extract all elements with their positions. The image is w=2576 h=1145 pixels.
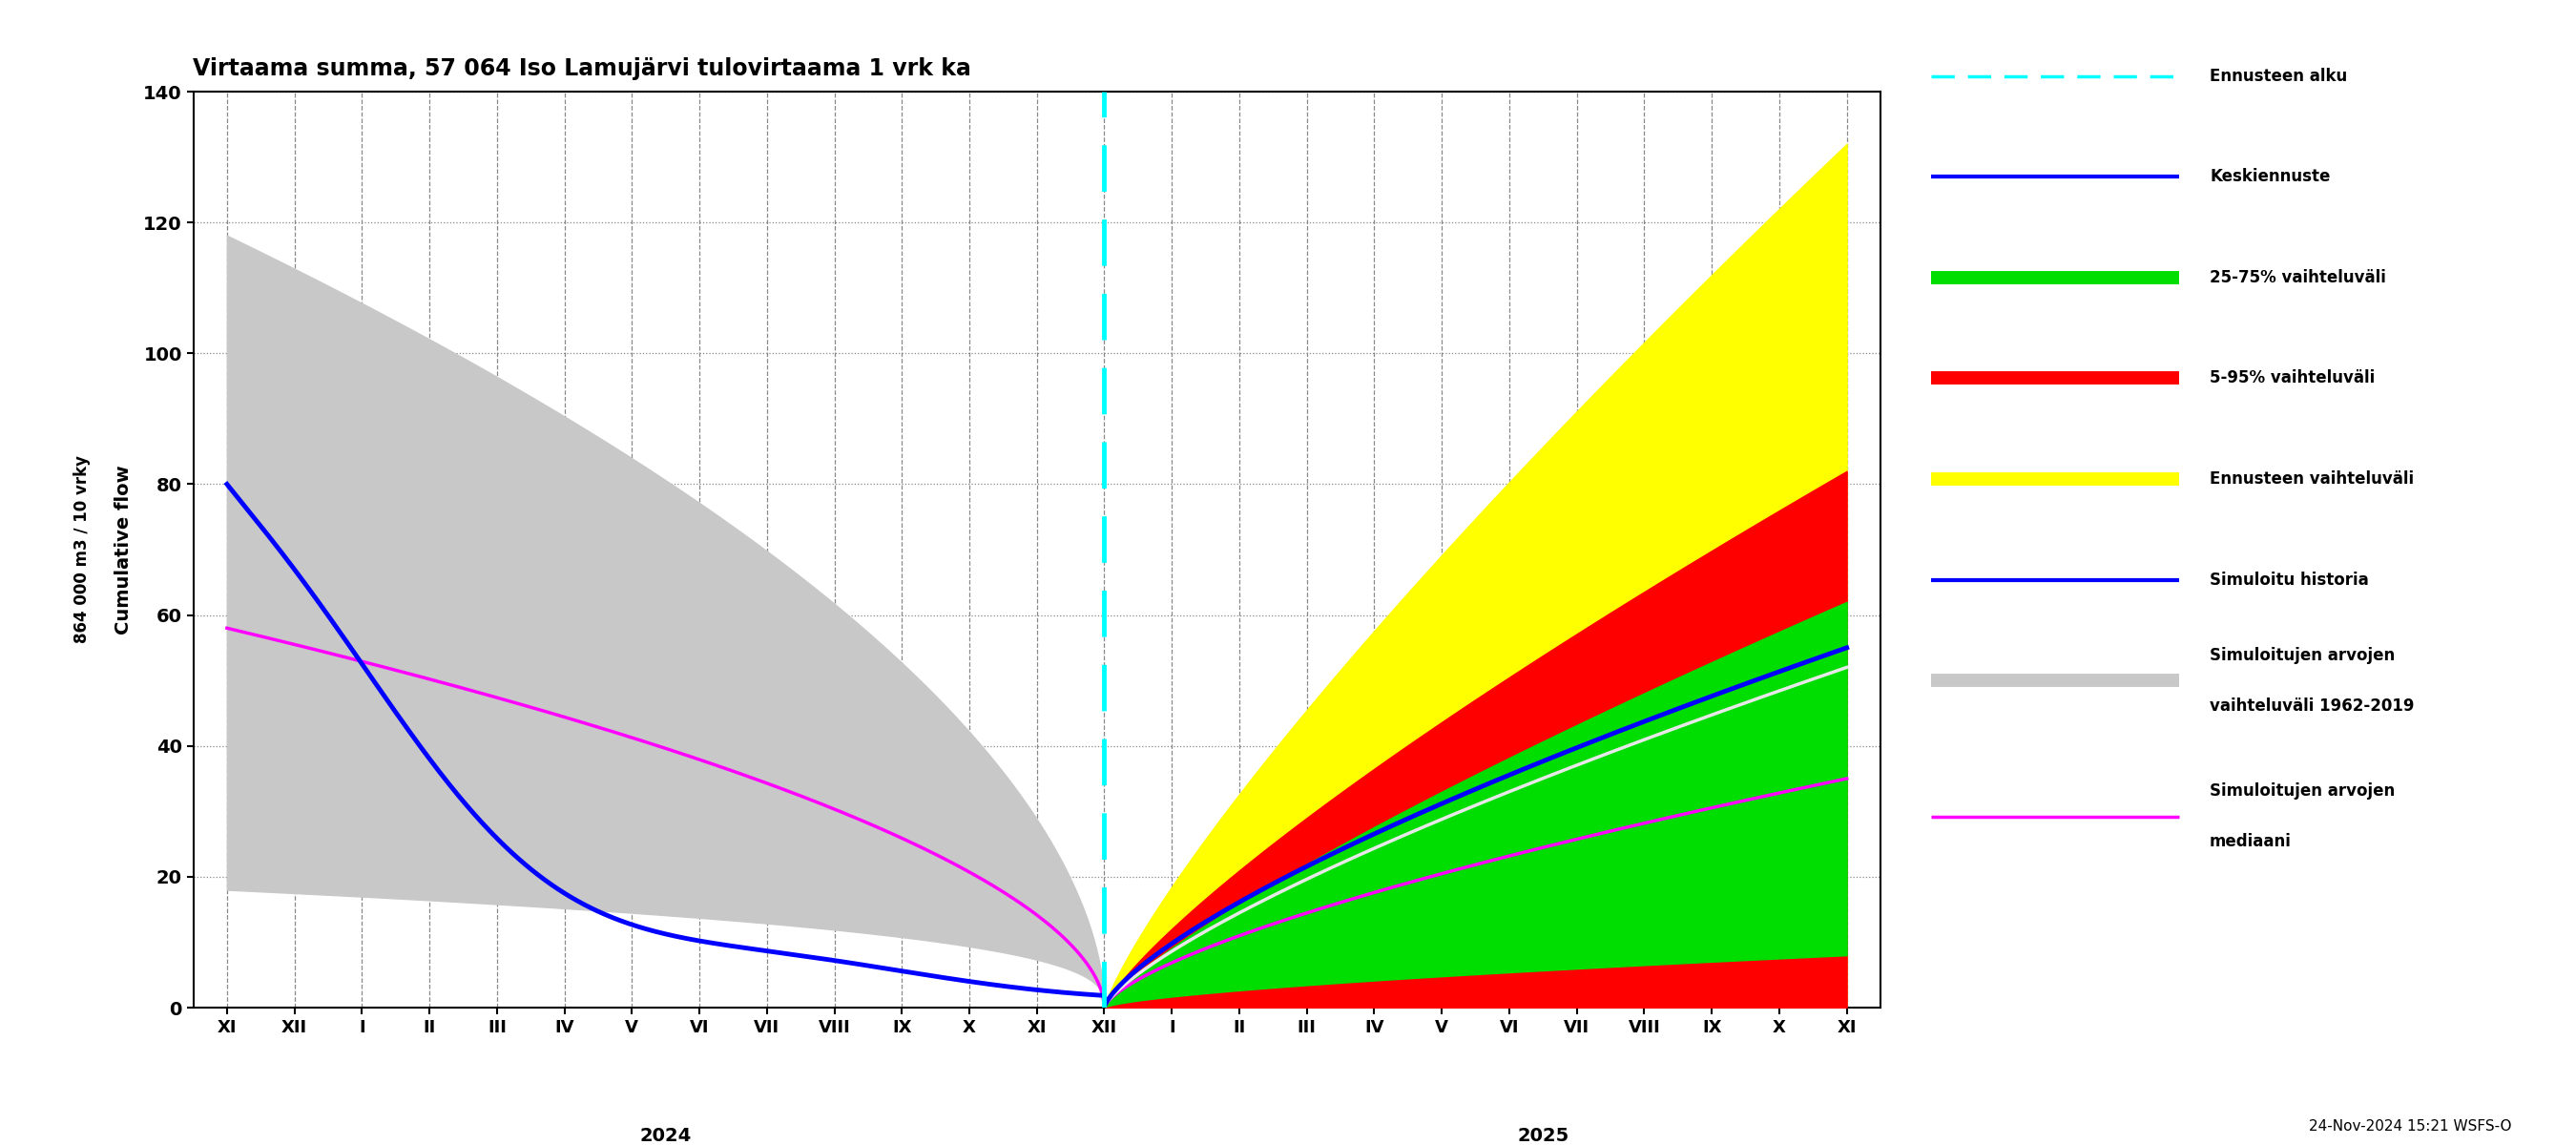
Text: Ennusteen vaihteluväli: Ennusteen vaihteluväli bbox=[2210, 471, 2414, 488]
Text: 5-95% vaihteluväli: 5-95% vaihteluväli bbox=[2210, 370, 2375, 387]
Text: mediaani: mediaani bbox=[2210, 834, 2293, 851]
Text: Simuloitujen arvojen: Simuloitujen arvojen bbox=[2210, 647, 2396, 664]
Text: 2024: 2024 bbox=[639, 1127, 690, 1145]
Text: Simuloitujen arvojen: Simuloitujen arvojen bbox=[2210, 783, 2396, 800]
Text: 2025: 2025 bbox=[1517, 1127, 1569, 1145]
Y-axis label: Cumulative flow: Cumulative flow bbox=[113, 465, 131, 634]
Text: 24-Nov-2024 15:21 WSFS-O: 24-Nov-2024 15:21 WSFS-O bbox=[2308, 1120, 2512, 1134]
Text: Virtaama summa, 57 064 Iso Lamujärvi tulovirtaama 1 vrk ka: Virtaama summa, 57 064 Iso Lamujärvi tul… bbox=[193, 57, 971, 80]
Text: Ennusteen alku: Ennusteen alku bbox=[2210, 68, 2347, 85]
Text: Keskiennuste: Keskiennuste bbox=[2210, 168, 2331, 185]
Text: Simuloitu historia: Simuloitu historia bbox=[2210, 571, 2370, 589]
Text: 25-75% vaihteluväli: 25-75% vaihteluväli bbox=[2210, 269, 2385, 286]
Text: 864 000 m3 / 10 vrky: 864 000 m3 / 10 vrky bbox=[75, 456, 90, 643]
Text: vaihteluväli 1962-2019: vaihteluväli 1962-2019 bbox=[2210, 697, 2414, 714]
